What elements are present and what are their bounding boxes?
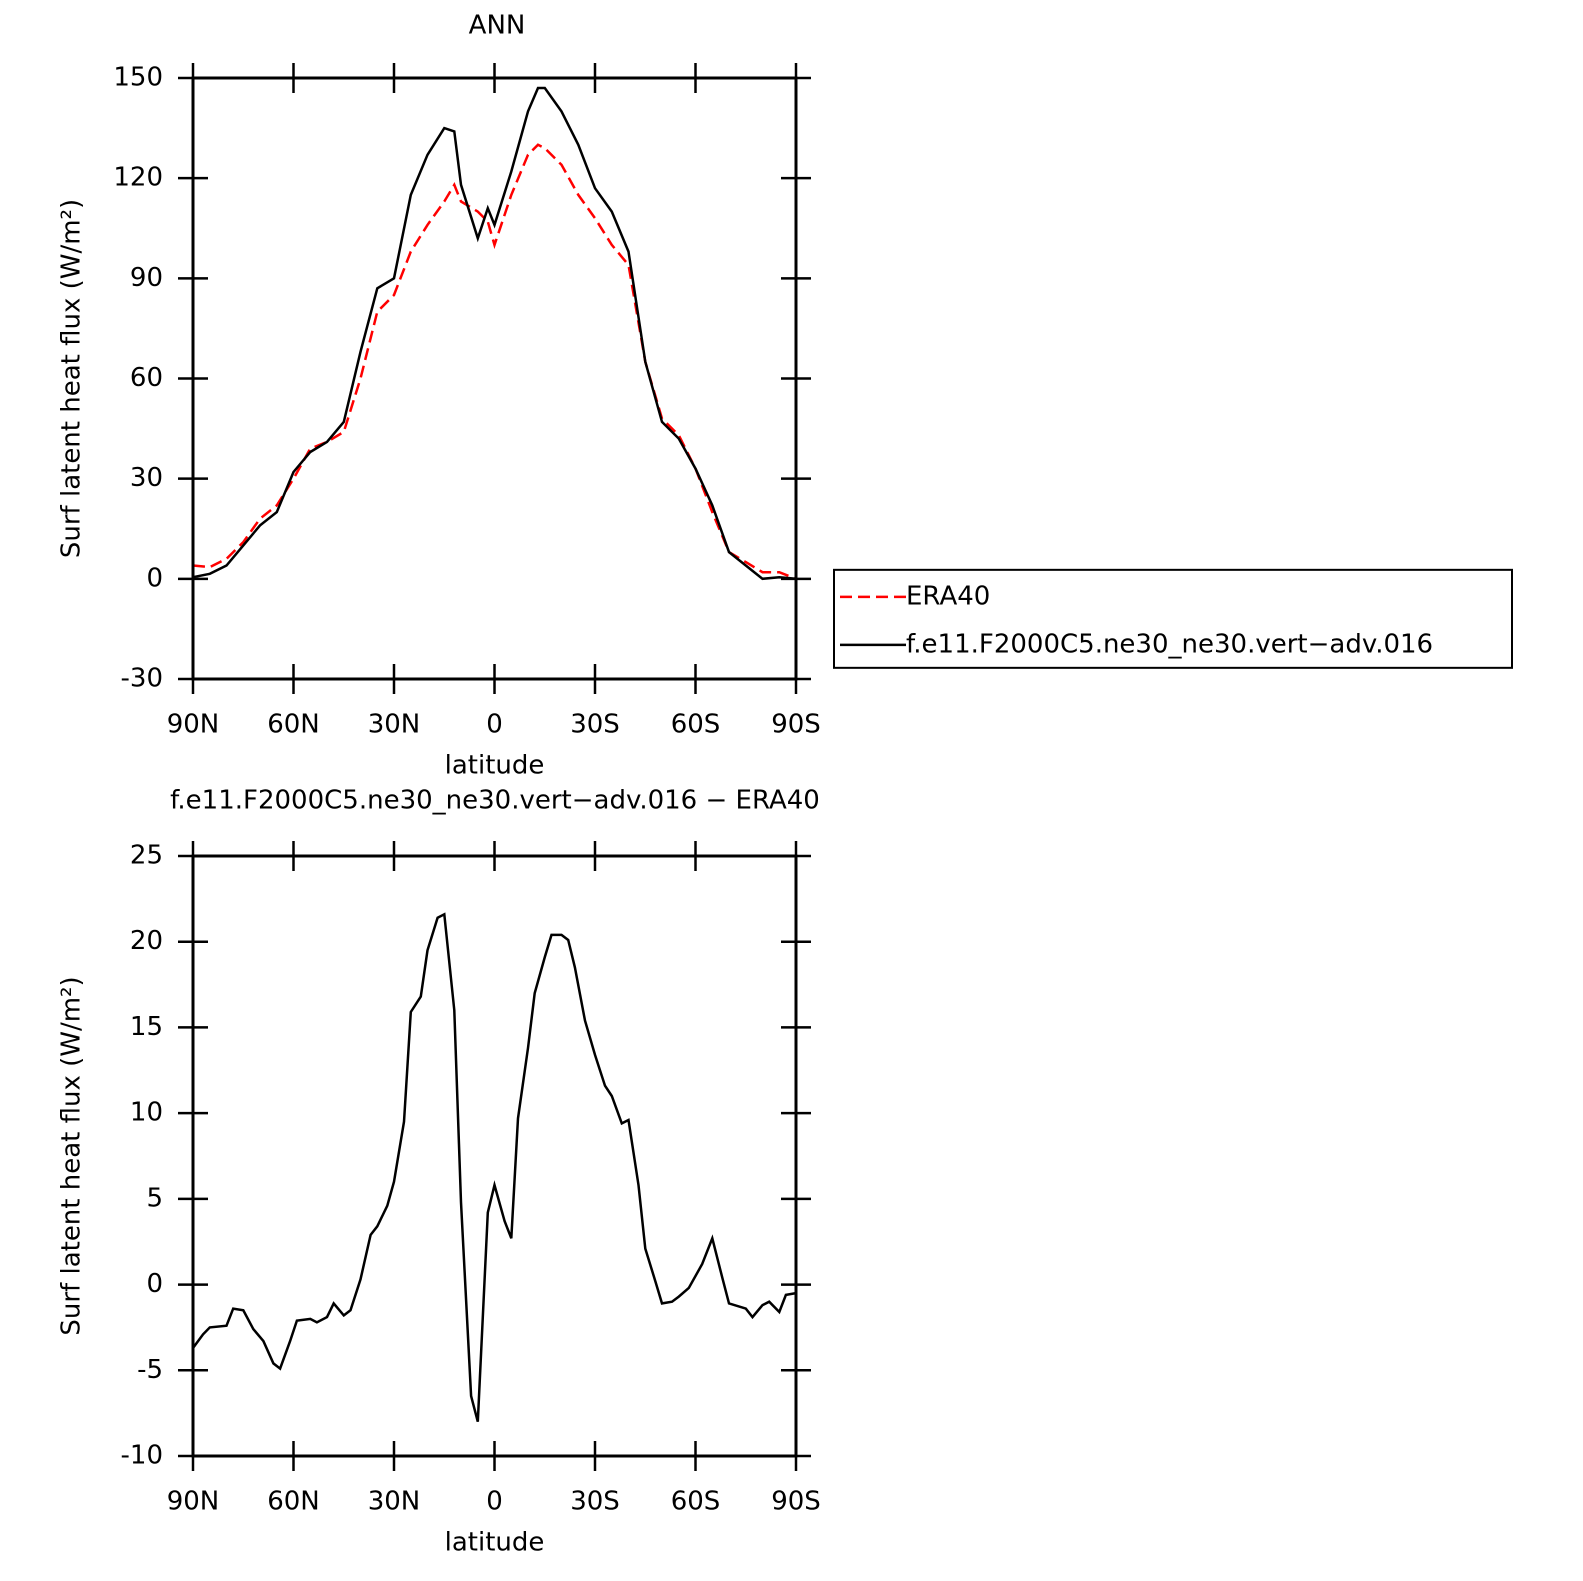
x-tick-label: 60S bbox=[671, 710, 721, 740]
x-tick-label: 0 bbox=[486, 1487, 503, 1517]
y-tick-label: -10 bbox=[121, 1441, 163, 1471]
x-tick-label: 30N bbox=[368, 710, 421, 740]
x-tick-label: 90N bbox=[167, 710, 220, 740]
y-tick-label: 0 bbox=[146, 1269, 163, 1299]
data-line bbox=[192, 86, 797, 581]
data-line bbox=[192, 143, 797, 580]
plot-frame bbox=[191, 854, 798, 1458]
y-tick-label: -5 bbox=[137, 1355, 163, 1385]
chart-title: f.e11.F2000C5.ne30_ne30.vert−adv.016 − E… bbox=[170, 786, 820, 816]
legend-box bbox=[833, 568, 1513, 669]
x-tick-label: 90S bbox=[771, 710, 821, 740]
y-tick-label: 30 bbox=[130, 463, 163, 493]
y-tick-label: -30 bbox=[121, 664, 163, 694]
x-tick-label: 30N bbox=[368, 1487, 421, 1517]
y-tick-label: 0 bbox=[146, 563, 163, 593]
x-tick-label: 60S bbox=[671, 1487, 721, 1517]
x-tick-label: 90N bbox=[167, 1487, 220, 1517]
y-tick-label: 10 bbox=[130, 1098, 163, 1128]
chart-title: ANN bbox=[469, 11, 526, 41]
legend-label: f.e11.F2000C5.ne30_ne30.vert−adv.016 bbox=[906, 629, 1433, 659]
x-tick-label: 60N bbox=[267, 710, 320, 740]
y-tick-label: 25 bbox=[130, 841, 163, 871]
y-tick-label: 15 bbox=[130, 1012, 163, 1042]
x-tick-label: 30S bbox=[570, 710, 620, 740]
x-axis-label: latitude bbox=[445, 1528, 545, 1558]
x-tick-label: 60N bbox=[267, 1487, 320, 1517]
y-tick-label: 90 bbox=[130, 263, 163, 293]
x-tick-label: 90S bbox=[771, 1487, 821, 1517]
data-line bbox=[191, 912, 797, 1423]
plot-frame bbox=[191, 76, 798, 681]
x-tick-label: 0 bbox=[486, 710, 503, 740]
y-axis-label: Surf latent heat flux (W/m²) bbox=[57, 199, 87, 558]
y-tick-label: 5 bbox=[146, 1183, 163, 1213]
x-axis-label: latitude bbox=[445, 751, 545, 781]
x-tick-label: 30S bbox=[570, 1487, 620, 1517]
y-tick-label: 60 bbox=[130, 363, 163, 393]
legend-label: ERA40 bbox=[906, 581, 990, 611]
y-tick-label: 150 bbox=[113, 63, 163, 93]
y-tick-label: 20 bbox=[130, 926, 163, 956]
y-axis-label: Surf latent heat flux (W/m²) bbox=[57, 976, 87, 1335]
y-tick-label: 120 bbox=[113, 163, 163, 193]
